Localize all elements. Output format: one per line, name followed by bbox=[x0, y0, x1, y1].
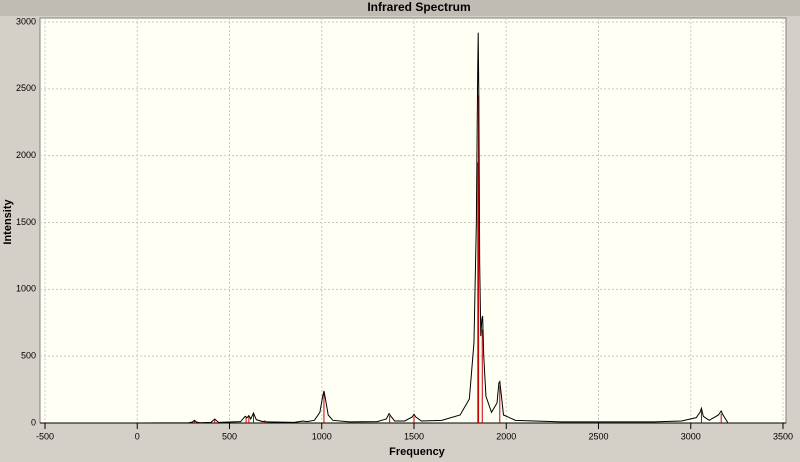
x-tick-label: 1500 bbox=[404, 431, 424, 441]
y-tick-label: 2500 bbox=[16, 83, 36, 93]
x-tick-label: 2500 bbox=[588, 431, 608, 441]
x-tick-label: 500 bbox=[222, 431, 237, 441]
title-bar bbox=[0, 0, 800, 16]
y-tick-label: 1000 bbox=[16, 284, 36, 294]
chart-title: Infrared Spectrum bbox=[367, 0, 470, 14]
y-axis-label: Intensity bbox=[2, 199, 14, 245]
y-tick-label: 1500 bbox=[16, 217, 36, 227]
x-tick-label: 0 bbox=[135, 431, 140, 441]
y-tick-label: 2000 bbox=[16, 150, 36, 160]
y-tick-label: 500 bbox=[21, 351, 36, 361]
plot-area bbox=[39, 17, 787, 424]
x-tick-label: 1000 bbox=[312, 431, 332, 441]
x-axis-label: Frequency bbox=[389, 446, 446, 458]
y-tick-label: 0 bbox=[31, 417, 36, 427]
x-tick-label: 3500 bbox=[773, 431, 793, 441]
x-tick-label: 2000 bbox=[496, 431, 516, 441]
x-tick-label: -500 bbox=[36, 431, 54, 441]
y-tick-label: 3000 bbox=[16, 16, 36, 26]
spectrum-line bbox=[137, 32, 729, 424]
x-tick-label: 3000 bbox=[681, 431, 701, 441]
